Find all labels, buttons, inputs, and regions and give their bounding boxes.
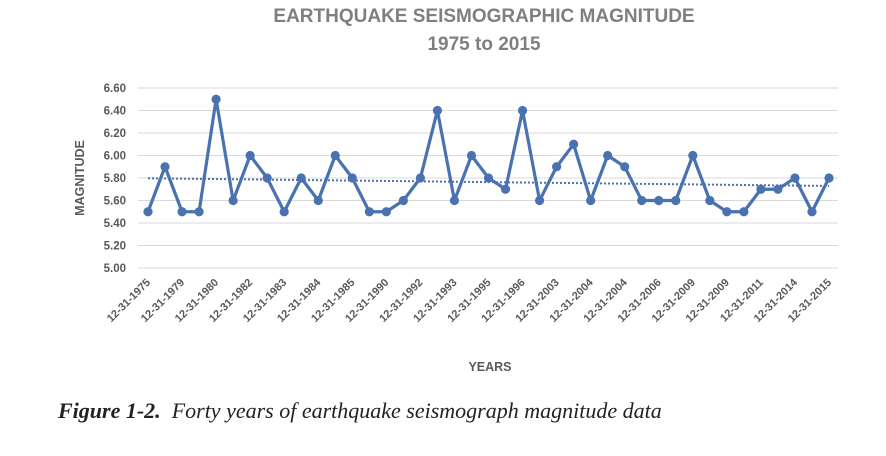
y-tick-label: 5.40: [104, 218, 126, 230]
y-tick-label: 5.80: [104, 173, 126, 185]
marker: [773, 184, 783, 194]
marker: [177, 207, 187, 217]
y-tick-label: 6.20: [104, 128, 126, 140]
marker: [637, 195, 647, 206]
marker: [296, 173, 306, 183]
marker: [756, 184, 766, 194]
y-tick-label: 6.40: [104, 106, 126, 118]
marker: [688, 150, 698, 161]
chart: EARTHQUAKE SEISMOGRAPHIC MAGNITUDE 1975 …: [73, 6, 838, 374]
marker: [398, 195, 408, 206]
chart-title: EARTHQUAKE SEISMOGRAPHIC MAGNITUDE: [273, 6, 694, 27]
y-tick-label: 5.20: [104, 241, 126, 253]
marker: [620, 162, 630, 172]
marker: [552, 162, 562, 172]
y-axis-label: MAGNITUDE: [73, 140, 87, 216]
marker: [449, 195, 460, 206]
marker: [739, 207, 749, 217]
marker: [483, 173, 494, 183]
marker: [569, 139, 579, 149]
y-tick-label: 6.60: [104, 83, 126, 95]
marker: [381, 207, 391, 217]
marker: [603, 150, 613, 161]
marker: [671, 195, 681, 206]
marker: [347, 173, 357, 183]
marker: [262, 173, 272, 183]
marker: [534, 195, 545, 206]
marker: [517, 105, 528, 116]
marker: [790, 173, 800, 183]
marker: [330, 150, 340, 161]
marker: [211, 94, 221, 104]
y-tick-label: 5.00: [104, 263, 126, 275]
marker: [807, 207, 817, 217]
marker: [279, 207, 289, 217]
marker: [245, 150, 255, 161]
y-tick-label: 5.60: [104, 196, 126, 208]
marker: [586, 195, 596, 206]
marker: [824, 173, 834, 183]
marker: [705, 195, 715, 206]
marker: [194, 207, 204, 217]
marker: [415, 173, 425, 183]
x-axis-label: YEARS: [468, 360, 511, 374]
marker: [228, 195, 238, 206]
caption-text: Forty years of earthquake seismograph ma…: [171, 398, 662, 423]
marker: [160, 162, 170, 172]
caption-label: Figure 1-2.: [58, 398, 161, 423]
marker: [143, 207, 153, 217]
marker: [722, 207, 732, 217]
caption: Figure 1-2. Forty years of earthquake se…: [58, 398, 662, 424]
marker: [432, 105, 443, 116]
marker: [313, 195, 323, 206]
marker: [466, 150, 477, 161]
marker: [364, 207, 374, 217]
y-tick-label: 6.00: [104, 151, 126, 163]
chart-subtitle: 1975 to 2015: [427, 34, 540, 55]
marker: [500, 184, 511, 194]
marker: [654, 195, 664, 206]
